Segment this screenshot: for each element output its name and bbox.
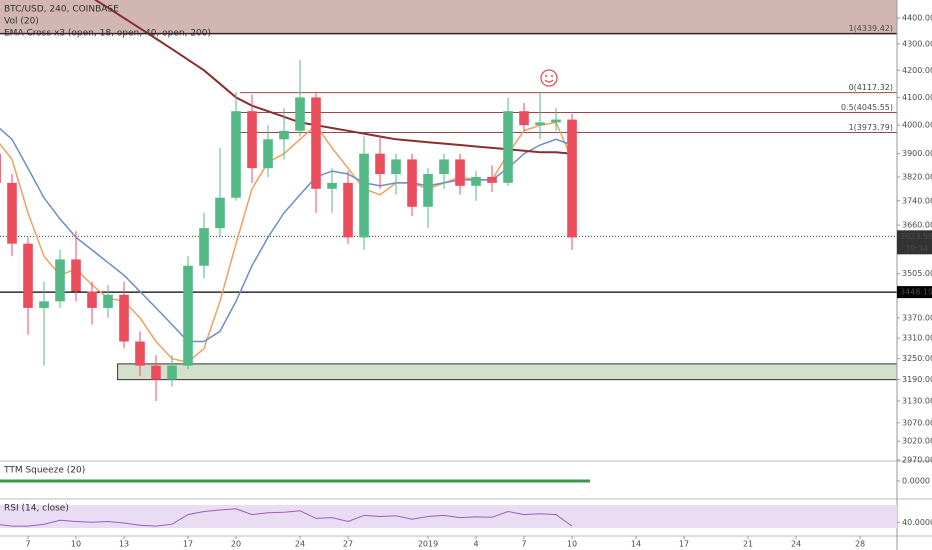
x-tick-label: 7 (25, 540, 30, 549)
x-tick-label: 28 (855, 540, 865, 549)
candle-body (311, 97, 321, 189)
rsi-label: RSI (14, close) (4, 504, 69, 514)
candle-body (551, 119, 561, 123)
x-tick-label: 10 (71, 540, 81, 549)
price-tag-label: 3448.19 (900, 288, 932, 297)
candle-body (295, 97, 305, 131)
rsi-line (0, 508, 573, 527)
y-tick-label: 4400.00 (902, 14, 932, 23)
x-tick-label: 24 (791, 540, 801, 549)
candle-body (0, 153, 1, 183)
candle-body (71, 259, 81, 292)
x-tick-label: 4 (473, 540, 478, 549)
last-price-label: 3623.58 (900, 232, 932, 241)
x-tick-label: 27 (343, 540, 353, 549)
candle-body (391, 159, 401, 175)
x-tick-label: 20 (231, 540, 241, 549)
candle-body (439, 159, 449, 175)
candle-body (87, 291, 97, 308)
candle-body (423, 174, 433, 207)
y-tick-label: 4000.00 (902, 121, 932, 130)
volume-label: Vol (20) (4, 17, 39, 27)
x-tick-label: 17 (183, 540, 193, 549)
candle-body (23, 243, 33, 308)
candle-body (119, 294, 129, 342)
candle-body (199, 228, 209, 266)
candle-body (103, 294, 113, 308)
y-tick-label: 3130.00 (902, 396, 932, 405)
y-tick-label: 2970.00 (902, 456, 932, 465)
candle-body (407, 159, 417, 207)
y-tick-label: 3660.00 (902, 221, 932, 230)
candle-body (375, 153, 385, 175)
x-tick-label: 21 (743, 540, 753, 549)
candle-body (327, 182, 337, 189)
fib-label: 0.5(4045.55) (841, 103, 893, 112)
x-tick-label: 2019 (418, 540, 438, 549)
fib-label: 1(3973.79) (849, 123, 893, 132)
price-tag (897, 286, 932, 299)
fib-label: 1(4339.42) (849, 24, 893, 33)
candle-body (135, 341, 145, 366)
candle-body (247, 111, 257, 169)
candle-body (487, 176, 497, 183)
fib-label: 0(4117.32) (849, 83, 893, 92)
rsi-pane (0, 508, 573, 527)
ttm-label: TTM Squeeze (20) (3, 466, 85, 476)
candle-body (7, 182, 17, 244)
y-tick-label: 3370.00 (902, 313, 932, 322)
x-tick-label: 24 (295, 540, 305, 549)
candle-body (151, 365, 161, 380)
y-tick-label: 3020.00 (902, 437, 932, 446)
chart-title: BTC/USD, 240, COINBASE (4, 5, 119, 15)
candle-body (231, 111, 241, 198)
x-tick-label: 13 (119, 540, 129, 549)
x-tick-label: 7 (521, 540, 526, 549)
y-tick-label: 3190.00 (902, 375, 932, 384)
candle-body (359, 153, 369, 238)
overlay: BTC/USD, 240, COINBASE Vol (20) EMA Cros… (3, 5, 932, 549)
smiley (540, 69, 558, 87)
candle-body (39, 301, 49, 308)
last-price-tag (897, 230, 932, 255)
indicator-label: EMA Cross x3 (open, 18, open, 40, open, … (4, 29, 211, 39)
x-tick-label: 14 (631, 540, 641, 549)
x-tick-label: 10 (567, 540, 577, 549)
y-tick-label: 3740.00 (902, 196, 932, 205)
y-tick-label: 3820.00 (902, 172, 932, 181)
y-tick-label: 3900.00 (902, 149, 932, 158)
y-tick-label: 3505.00 (902, 269, 932, 278)
candle-body (471, 176, 481, 186)
candle-body (343, 182, 353, 238)
candle-body (215, 197, 225, 229)
y-tick-label: 4300.00 (902, 39, 932, 48)
support-zone (117, 363, 897, 381)
candle-body (183, 265, 193, 366)
resistance-zone (0, 0, 897, 34)
candle-body (263, 139, 273, 169)
candle-body (519, 111, 529, 126)
rsi-tick-label: 40.0000 (902, 518, 932, 527)
candle-body (55, 259, 65, 302)
y-tick-label: 3250.00 (902, 354, 932, 363)
y-tick-label: 4100.00 (902, 93, 932, 102)
candle-body (167, 365, 177, 380)
candle-body (279, 130, 289, 140)
y-tick-label: 3310.00 (902, 334, 932, 343)
candle-body (503, 111, 513, 183)
price-pane (0, 0, 897, 401)
y-tick-label: 3070.00 (902, 418, 932, 427)
ttm-tick-label: 0.0000 (902, 477, 930, 486)
candle-body (567, 119, 577, 238)
countdown: 39:34 (905, 244, 928, 253)
candle-body (455, 159, 465, 186)
candle-body (535, 122, 545, 126)
x-tick-label: 17 (679, 540, 689, 549)
y-tick-label: 4200.00 (902, 66, 932, 75)
